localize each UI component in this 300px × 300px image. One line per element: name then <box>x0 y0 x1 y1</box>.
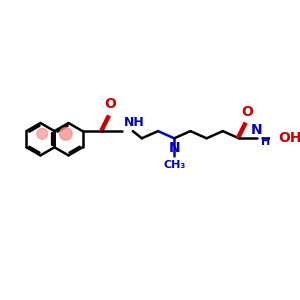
Text: NH: NH <box>124 116 145 129</box>
Circle shape <box>59 128 72 140</box>
Text: O: O <box>104 97 116 111</box>
Text: N: N <box>251 122 263 136</box>
Text: N: N <box>168 141 180 155</box>
Text: H: H <box>261 137 271 147</box>
Text: OH: OH <box>278 131 300 145</box>
Text: CH₃: CH₃ <box>163 160 185 170</box>
Text: O: O <box>241 104 253 118</box>
Circle shape <box>37 128 48 139</box>
